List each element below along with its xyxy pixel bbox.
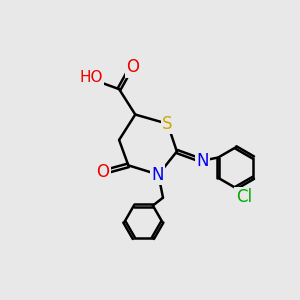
Text: N: N (151, 166, 164, 184)
Text: S: S (162, 115, 173, 133)
Text: O: O (96, 163, 110, 181)
Text: Cl: Cl (236, 188, 252, 206)
Text: N: N (196, 152, 208, 170)
Text: O: O (127, 58, 140, 76)
Text: HO: HO (80, 70, 103, 85)
